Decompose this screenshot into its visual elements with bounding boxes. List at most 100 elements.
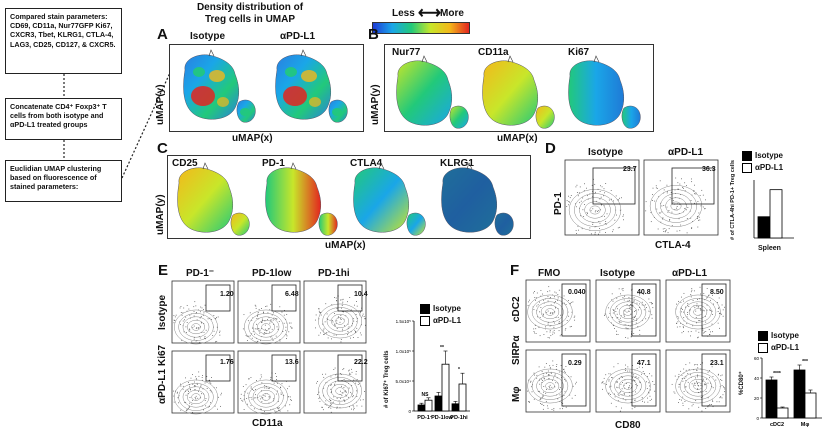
legend-item-apdl1: αPD-L1 bbox=[758, 342, 799, 354]
panel-e-gate-top-3: 10.4 bbox=[354, 291, 368, 298]
panel-f-ylabel: SIRPα bbox=[511, 335, 522, 366]
panel-f-letter: F bbox=[510, 262, 520, 279]
scale-more-label: More bbox=[440, 8, 464, 19]
flow-plot-e-1-2 bbox=[303, 350, 367, 414]
panel-e-bar-ylabel: # of Ki67⁺ Treg cells bbox=[384, 350, 390, 408]
y-tick-label: 0 bbox=[408, 409, 411, 414]
panel-f-bar-ylabel: %CD80⁺ bbox=[739, 371, 745, 395]
panel-e-gate-bottom-1: 1.76 bbox=[220, 359, 234, 366]
panel-f-col-apdl1: αPD-L1 bbox=[672, 268, 708, 279]
significance-label: ** bbox=[440, 345, 444, 351]
panel-c-xlabel: uMAP(x) bbox=[325, 240, 366, 251]
legend-item-apdl1: αPD-L1 bbox=[742, 162, 783, 174]
umap-nur77 bbox=[396, 55, 469, 129]
bar-isotype bbox=[757, 216, 771, 239]
umap-cd25 bbox=[177, 162, 250, 236]
umap-klrg1 bbox=[441, 162, 514, 236]
y-tick-label: 40 bbox=[754, 376, 760, 381]
panel-d-ylabel: PD-1 bbox=[553, 192, 564, 215]
panel-e-row-apdl1: αPD-L1 bbox=[157, 368, 168, 404]
panel-e-ylabel: Ki67 bbox=[157, 344, 168, 366]
legend-item-isotype: Isotype bbox=[420, 303, 461, 315]
panel-e-gate-top-1: 1.20 bbox=[220, 291, 234, 298]
bar-apdl1 bbox=[804, 392, 817, 419]
panel-d-flow-plots bbox=[564, 159, 719, 236]
panel-b-title-ki67: Ki67 bbox=[568, 47, 590, 58]
flow-box-parameters: Compared stain parameters: CD69, CD11a, … bbox=[5, 8, 122, 74]
umap-density-apdl1 bbox=[275, 49, 348, 123]
flow-plot-f-0-0 bbox=[525, 279, 591, 343]
panel-e-xlabel: CD11a bbox=[252, 418, 283, 429]
panel-c-title-cd25: CD25 bbox=[172, 158, 198, 169]
flow-plot-e-0-2 bbox=[303, 280, 367, 344]
panel-d-legend: Isotype αPD-L1 bbox=[742, 150, 783, 174]
panel-d-gate-apdl1: 36.3 bbox=[702, 166, 716, 173]
panel-f-xlabel: CD80 bbox=[615, 420, 641, 431]
panel-f-gate-top-1: 0.040 bbox=[568, 289, 586, 296]
panel-f-bar-chart: 60 40 20 0 **** cDC2 *** Mφ bbox=[754, 356, 822, 428]
panel-e-col-pd1hi: PD-1hi bbox=[318, 268, 350, 279]
panel-e-letter: E bbox=[158, 262, 169, 279]
panel-a-letter: A bbox=[157, 26, 168, 43]
panel-f-legend: Isotype αPD-L1 bbox=[758, 330, 799, 354]
panel-f-col-isotype: Isotype bbox=[600, 268, 636, 279]
panel-c-umap-plots bbox=[177, 162, 514, 236]
legend-item-apdl1: αPD-L1 bbox=[420, 315, 461, 327]
flow-plot-e-0-0 bbox=[171, 280, 235, 345]
panel-c-title-ctla4: CTLA4 bbox=[350, 158, 383, 169]
panel-d-title-isotype: Isotype bbox=[588, 147, 624, 158]
bar-isotype bbox=[417, 404, 426, 412]
y-tick-label: 60 bbox=[754, 356, 760, 361]
panel-b-title-nur77: Nur77 bbox=[392, 47, 421, 58]
panel-d-title-apdl1: αPD-L1 bbox=[668, 147, 704, 158]
umap-ctla4 bbox=[353, 162, 426, 236]
panel-e-bar-chart: 1.5x10⁵ 1.0x10⁵ 5.0x10⁴ 0 NS PD-1⁻ ** PD-1low * P… bbox=[396, 319, 470, 421]
panel-c-title-klrg1: KLRG1 bbox=[440, 158, 474, 169]
panel-a-xlabel: uMAP(x) bbox=[232, 133, 273, 144]
scale-arrow-icon: ⟷ bbox=[418, 5, 441, 22]
panel-d-letter: D bbox=[545, 140, 556, 157]
umap-ki67 bbox=[568, 55, 641, 129]
panel-e-flow-plots bbox=[171, 280, 367, 415]
scale-less-label: Less bbox=[392, 8, 415, 19]
panel-e-col-pd1low: PD-1low bbox=[252, 268, 292, 279]
umap-density-isotype bbox=[183, 49, 256, 123]
flow-plot-f-1-2 bbox=[665, 349, 731, 413]
panel-d-bar-xlabel: Spleen bbox=[758, 245, 781, 252]
significance-label: *** bbox=[802, 359, 808, 365]
panel-f-col-fmo: FMO bbox=[538, 268, 561, 279]
panel-c-ylabel: uMAP(y) bbox=[155, 194, 166, 235]
significance-label: NS bbox=[422, 392, 430, 398]
flow-connector-2 bbox=[63, 140, 65, 160]
significance-label: * bbox=[458, 367, 460, 373]
category-label: PD-1⁻ bbox=[417, 415, 433, 421]
bar-apdl1 bbox=[769, 189, 783, 239]
flow-plot-apdl1 bbox=[643, 159, 719, 236]
category-label: PD-1hi bbox=[450, 415, 468, 421]
flow-plot-f-1-1 bbox=[595, 349, 661, 413]
bar-apdl1 bbox=[441, 363, 450, 412]
umap-cd11a bbox=[482, 55, 555, 129]
panel-f-row-cdc2: cDC2 bbox=[511, 296, 522, 322]
panel-f-gate-top-2: 40.8 bbox=[637, 289, 651, 296]
category-label: cDC2 bbox=[770, 422, 784, 428]
bar-apdl1 bbox=[458, 383, 467, 412]
flow-plot-f-0-2 bbox=[665, 279, 731, 343]
category-label: Mφ bbox=[801, 422, 810, 428]
panel-b-xlabel: uMAP(x) bbox=[497, 133, 538, 144]
y-tick-label: 5.0x10⁴ bbox=[396, 379, 412, 384]
bar-apdl1 bbox=[424, 399, 433, 412]
panel-d-gate-isotype: 23.7 bbox=[623, 166, 637, 173]
flow-plot-f-0-1 bbox=[595, 279, 661, 343]
color-scale-bar bbox=[372, 22, 470, 34]
panel-b-letter: B bbox=[368, 26, 379, 43]
y-tick-label: 1.5x10⁵ bbox=[396, 319, 412, 324]
panel-e-gate-top-2: 6.48 bbox=[285, 291, 299, 298]
flow-connector-1 bbox=[63, 74, 65, 98]
flow-plot-e-1-0 bbox=[171, 350, 235, 415]
legend-item-isotype: Isotype bbox=[758, 330, 799, 342]
panel-a-title-isotype: Isotype bbox=[190, 31, 226, 42]
flow-plot-e-1-1 bbox=[237, 350, 301, 415]
panel-a-umap-plots bbox=[183, 49, 348, 123]
panel-f-gate-bottom-2: 47.1 bbox=[637, 360, 651, 367]
